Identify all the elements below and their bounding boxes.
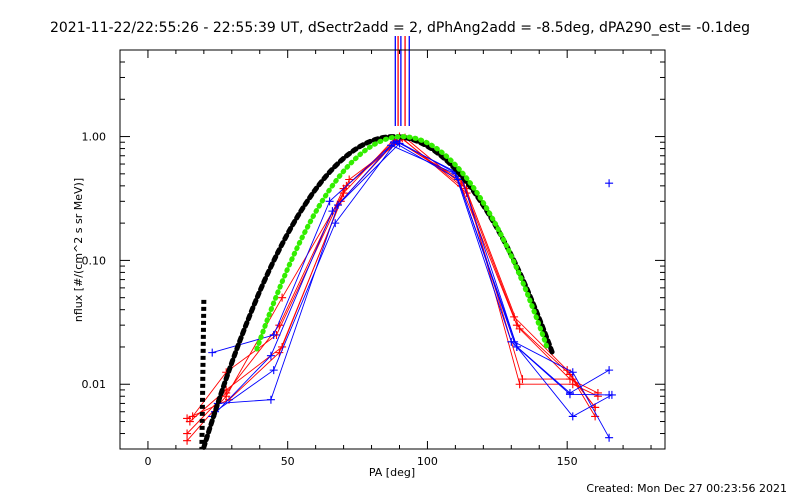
- series-point-8-2: [334, 201, 342, 210]
- series-point-4-0: [183, 414, 192, 423]
- series-point-8-6: [565, 390, 574, 399]
- series-point-8-7: [605, 390, 614, 399]
- series-point-4-2: [275, 348, 284, 357]
- series-line-0: [186, 138, 596, 441]
- series-point-6-6: [568, 368, 577, 377]
- series-point-4-7: [565, 375, 574, 384]
- vertical-markers: [394, 36, 410, 126]
- x-axis-label: PA [deg]: [369, 466, 415, 479]
- series-point-4-6: [515, 324, 524, 333]
- plot-frame: [119, 49, 666, 450]
- series-point-5-7: [605, 366, 614, 375]
- y-axis-ticks: 0.01 0.10 1.00: [82, 49, 665, 450]
- data-series: [183, 132, 616, 445]
- fit-spike: [199, 299, 207, 450]
- series-point-7-6: [568, 412, 577, 421]
- series-point-5-2: [325, 197, 334, 206]
- y-tick-label-1: 0.10: [82, 254, 107, 267]
- series-line-6: [211, 141, 610, 438]
- series-point-3-6: [518, 375, 527, 384]
- series-point-4-8: [593, 388, 602, 397]
- series-point-1-8: [591, 412, 600, 421]
- series-point-9-0: [605, 179, 614, 188]
- series-point-5-1: [269, 330, 278, 339]
- series-line-1: [186, 136, 596, 434]
- series-line-8: [217, 142, 610, 404]
- y-axis-label: nflux [#/(cm^2 s sr MeV)]: [72, 178, 85, 322]
- creation-timestamp: Created: Mon Dec 27 00:23:56 2021: [586, 482, 787, 495]
- x-axis-ticks: 0 50 100 150: [144, 50, 652, 468]
- series-point-0-7: [563, 366, 572, 375]
- x-tick-label-2: 100: [417, 455, 438, 468]
- series-point-1-0: [183, 429, 192, 438]
- series-point-8-3: [395, 139, 404, 148]
- series-point-7-2: [331, 219, 340, 228]
- series-line-7: [214, 140, 613, 417]
- series-point-7-1: [269, 366, 278, 375]
- series-point-0-2: [278, 293, 287, 302]
- series-point-0-0: [183, 436, 192, 445]
- series-point-2-3: [345, 175, 354, 184]
- series-point-6-1: [266, 351, 275, 360]
- chart-title: 2021-11-22/22:55:26 - 22:55:39 UT, dSect…: [50, 20, 750, 36]
- series-point-5-0: [208, 348, 217, 357]
- x-tick-label-3: 150: [557, 455, 578, 468]
- fit-curve-1: [254, 134, 551, 352]
- series-point-6-7: [605, 433, 614, 442]
- fit-curves: [199, 134, 556, 450]
- series-line-4: [186, 139, 599, 419]
- y-tick-label-0: 0.01: [82, 378, 107, 391]
- y-tick-label-2: 1.00: [82, 131, 107, 144]
- x-tick-label-1: 50: [281, 455, 295, 468]
- x-tick-label-0: 0: [144, 455, 151, 468]
- series-point-2-6: [515, 380, 524, 389]
- series-point-8-1: [266, 395, 275, 404]
- series-point-8-5: [512, 342, 521, 351]
- series-point-6-2: [328, 207, 337, 216]
